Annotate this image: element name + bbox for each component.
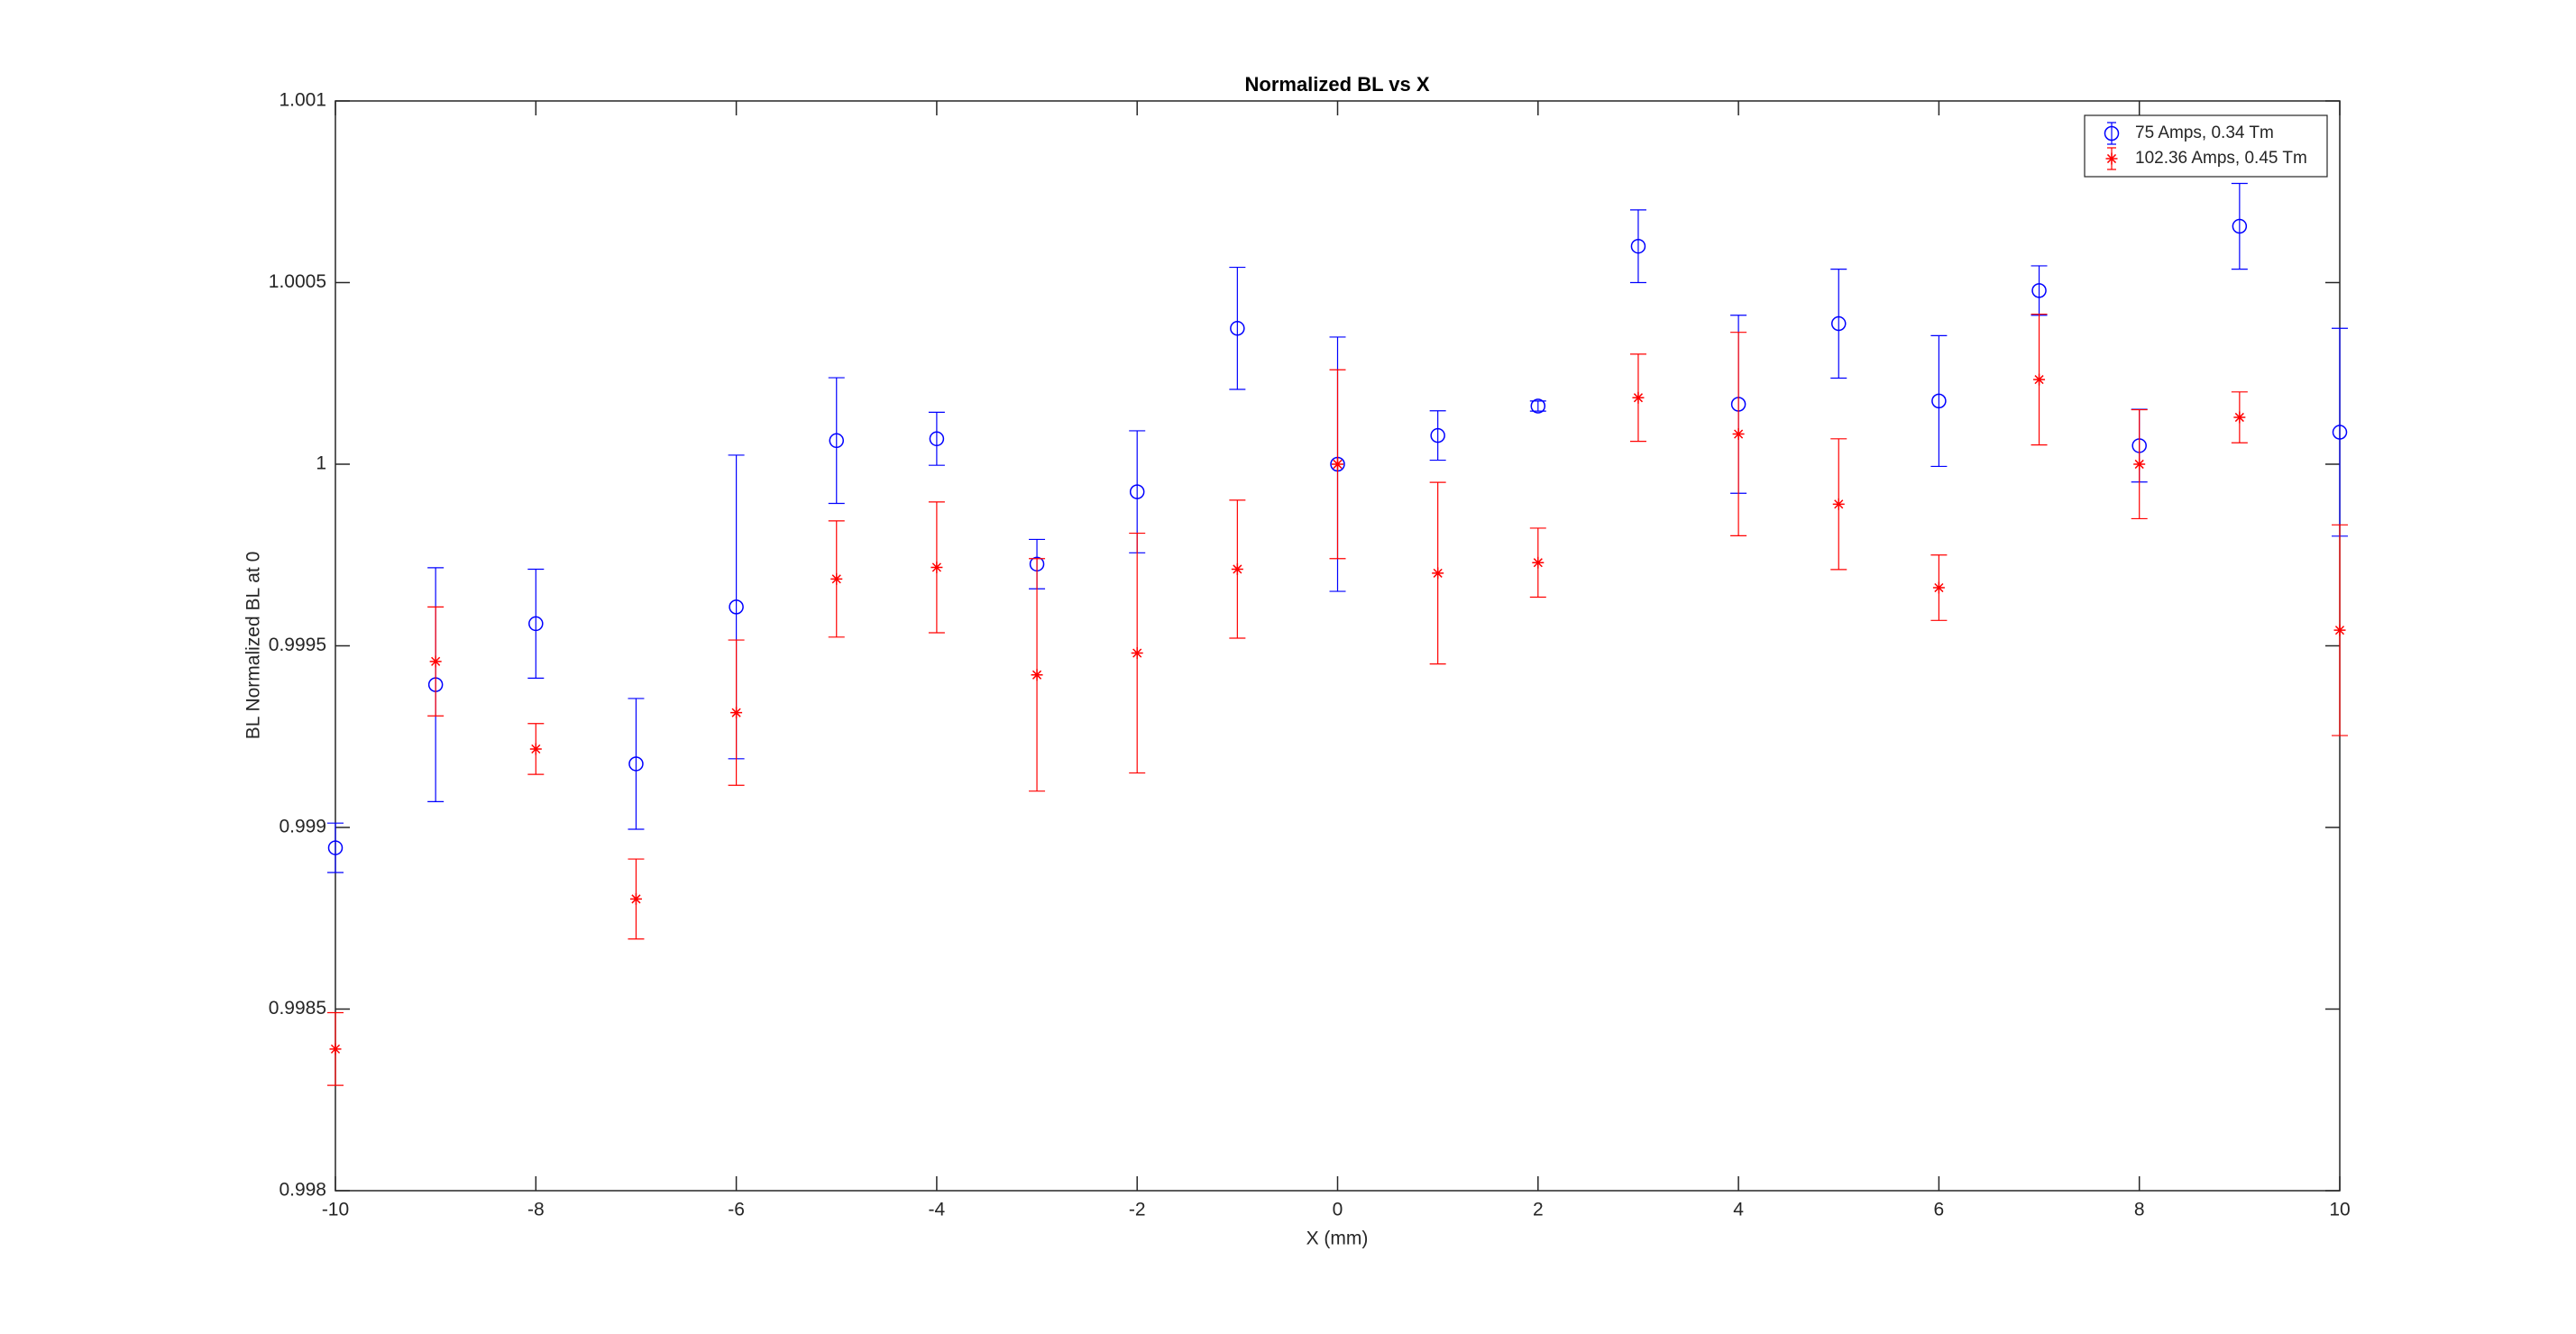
error-bar <box>1629 209 1646 284</box>
error-bar <box>2231 182 2248 270</box>
marker <box>528 616 544 632</box>
marker <box>830 572 843 585</box>
error-bar <box>828 377 845 505</box>
x-tick-label: 6 <box>1934 1200 1945 1220</box>
marker <box>1530 398 1546 414</box>
marker <box>730 707 743 719</box>
marker <box>1831 315 1847 332</box>
marker <box>2133 458 2146 471</box>
marker <box>1832 498 1845 510</box>
marker <box>930 561 943 573</box>
marker <box>1230 321 1245 336</box>
error-bar <box>1930 334 1948 468</box>
x-tick-label: -8 <box>527 1200 545 1220</box>
marker <box>1231 562 1243 575</box>
x-tick-label: 0 <box>1333 1200 1343 1220</box>
marker <box>1630 238 1646 254</box>
y-tick-label: 1.001 <box>279 90 326 111</box>
legend-marker <box>2104 125 2120 142</box>
x-tick-label: 8 <box>2134 1200 2145 1220</box>
marker <box>729 599 744 615</box>
y-tick-label: 0.9995 <box>269 635 326 655</box>
marker <box>529 743 542 755</box>
x-tick-label: 4 <box>1733 1200 1744 1220</box>
legend-label: 75 Amps, 0.34 Tm <box>2135 123 2274 142</box>
marker <box>2233 411 2246 424</box>
x-tick-label: -2 <box>1129 1200 1146 1220</box>
marker <box>2333 624 2346 636</box>
marker <box>1532 556 1545 569</box>
x-axis-label: X (mm) <box>1306 1229 1369 1249</box>
x-tick-label: 10 <box>2329 1200 2350 1220</box>
x-tick-label: -4 <box>929 1200 946 1220</box>
marker <box>1129 484 1145 499</box>
error-bar <box>1830 268 1847 379</box>
error-bar <box>527 568 545 679</box>
marker <box>1432 567 1444 580</box>
legend-marker <box>2105 152 2118 165</box>
error-bar <box>628 698 645 830</box>
marker <box>1430 427 1445 443</box>
error-bar <box>1229 266 1246 390</box>
x-tick-label: 2 <box>1533 1200 1544 1220</box>
marker <box>2232 218 2248 234</box>
marker <box>829 433 844 449</box>
error-bar <box>1429 410 1446 461</box>
marker <box>2332 425 2348 440</box>
marker <box>1031 669 1043 681</box>
marker <box>429 655 442 668</box>
error-bar <box>327 822 344 873</box>
marker <box>1632 391 1645 404</box>
marker <box>929 431 945 447</box>
legend-box <box>2084 114 2328 178</box>
marker <box>1932 581 1945 594</box>
y-tick-label: 0.998 <box>279 1180 326 1201</box>
x-tick-label: -10 <box>322 1200 349 1220</box>
error-bar <box>928 411 945 466</box>
legend-label: 102.36 Amps, 0.45 Tm <box>2135 149 2307 168</box>
x-tick-label: -6 <box>728 1200 745 1220</box>
chart-title: Normalized BL vs X <box>1245 73 1430 96</box>
marker <box>1332 458 1343 471</box>
y-tick-label: 0.999 <box>279 817 326 837</box>
marker <box>2031 283 2047 298</box>
marker <box>2033 373 2046 386</box>
marker <box>329 1043 342 1055</box>
marker <box>1131 647 1143 660</box>
marker <box>327 840 344 855</box>
y-tick-label: 1.0005 <box>269 271 326 292</box>
y-tick-label: 1 <box>316 453 326 474</box>
marker <box>1931 393 1947 409</box>
y-axis-label: BL Normalized BL at 0 <box>243 552 264 740</box>
marker <box>629 892 642 905</box>
marker <box>628 756 644 772</box>
y-tick-label: 0.9985 <box>269 998 326 1019</box>
marker <box>1732 428 1745 441</box>
